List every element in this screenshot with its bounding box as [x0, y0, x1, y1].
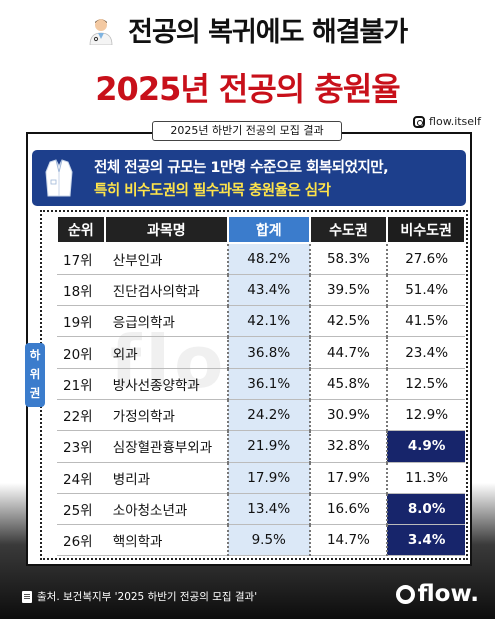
capital-cell: 44.7% [309, 336, 389, 369]
non-capital-cell: 4.9% [387, 430, 465, 463]
rank-cell: 21위 [57, 368, 105, 400]
subject-cell: 방사선종양학과 [104, 368, 228, 400]
non-capital-cell: 41.5% [387, 305, 465, 338]
rank-cell: 20위 [57, 336, 105, 369]
header-rank: 순위 [56, 215, 106, 244]
source-note: 출처. 보건복지부 '2025 하반기 전공의 모집 결과' [22, 589, 257, 604]
table-row: 18위 진단검사의학과 43.4% 39.5% 51.4% [57, 274, 465, 307]
subject-cell: 진단검사의학과 [104, 274, 228, 307]
subject-cell: 외과 [104, 336, 228, 369]
summary-banner: 전체 전공의 규모는 1만명 수준으로 회복되었지만, 특히 비수도권의 필수과… [32, 150, 466, 206]
rank-cell: 23위 [57, 430, 105, 463]
capital-cell: 39.5% [309, 274, 389, 307]
capital-cell: 17.9% [309, 462, 389, 494]
header-subject: 과목명 [103, 215, 229, 244]
logo-text: flow. [417, 581, 479, 607]
subject-cell: 병리과 [104, 462, 228, 494]
table-row: 23위 심장혈관흉부외과 21.9% 32.8% 4.9% [57, 430, 465, 463]
subject-cell: 소아청소년과 [104, 493, 228, 526]
capital-cell: 42.5% [309, 305, 389, 338]
instagram-handle[interactable]: flow.itself [413, 115, 481, 128]
non-capital-cell: 23.4% [387, 336, 465, 369]
ranking-table: 순위 과목명 합계 수도권 비수도권 17위 산부인과 48.2% 58.3% 27.6… [56, 215, 466, 557]
table-row: 20위 외과 36.8% 44.7% 23.4% [57, 336, 465, 369]
doctor-icon [89, 19, 113, 45]
rank-cell: 18위 [57, 274, 105, 307]
header-total: 합계 [226, 215, 311, 244]
non-capital-cell: 12.9% [387, 399, 465, 432]
page-title: 전공의 복귀에도 해결불가 [0, 10, 495, 49]
capital-cell: 58.3% [309, 243, 389, 275]
rank-cell: 26위 [57, 524, 105, 557]
header-non-capital: 비수도권 [386, 215, 466, 244]
total-cell: 36.8% [226, 336, 311, 369]
total-cell: 9.5% [226, 524, 311, 557]
total-cell: 13.4% [226, 493, 311, 526]
banner-text-line2: 특히 비수도권의 필수과목 충원율은 심각 [94, 183, 331, 199]
rank-cell: 17위 [57, 243, 105, 275]
non-capital-cell: 51.4% [387, 274, 465, 307]
total-cell: 17.9% [226, 462, 311, 494]
table-row: 19위 응급의학과 42.1% 42.5% 41.5% [57, 305, 465, 338]
capital-cell: 32.8% [309, 430, 389, 463]
side-label-char: 권 [29, 386, 41, 400]
instagram-icon [413, 115, 426, 128]
rank-cell: 22위 [57, 399, 105, 432]
brand-logo: flow. [395, 581, 479, 607]
table-row: 17위 산부인과 48.2% 58.3% 27.6% [57, 243, 465, 275]
ranking-table-frame: 순위 과목명 합계 수도권 비수도권 17위 산부인과 48.2% 58.3% 27.6… [40, 210, 468, 560]
header-capital: 수도권 [308, 215, 389, 244]
handle-text: flow.itself [429, 115, 481, 128]
total-cell: 36.1% [226, 368, 311, 400]
table-row: 22위 가정의학과 24.2% 30.9% 12.9% [57, 399, 465, 432]
subject-cell: 산부인과 [104, 243, 228, 275]
source-text: 출처. 보건복지부 '2025 하반기 전공의 모집 결과' [37, 591, 258, 603]
document-icon [22, 590, 32, 603]
capital-cell: 16.6% [309, 493, 389, 526]
non-capital-cell: 3.4% [387, 524, 465, 557]
table-row: 26위 핵의학과 9.5% 14.7% 3.4% [57, 524, 465, 557]
subject-cell: 응급의학과 [104, 305, 228, 338]
non-capital-cell: 8.0% [387, 493, 465, 526]
total-cell: 48.2% [226, 243, 311, 275]
subject-cell: 심장혈관흉부외과 [104, 430, 228, 463]
rank-cell: 25위 [57, 493, 105, 526]
capital-cell: 30.9% [309, 399, 389, 432]
total-cell: 21.9% [226, 430, 311, 463]
banner-text-line1: 전체 전공의 규모는 1만명 수준으로 회복되었지만, [94, 160, 389, 176]
non-capital-cell: 12.5% [387, 368, 465, 400]
non-capital-cell: 27.6% [387, 243, 465, 275]
panel-subtitle: 2025년 하반기 전공의 모집 결과 [152, 121, 342, 141]
table-row: 21위 방사선종양학과 36.1% 45.8% 12.5% [57, 368, 465, 400]
side-label-char: 위 [29, 367, 41, 381]
non-capital-cell: 11.3% [387, 462, 465, 494]
doctor-coat-icon [45, 159, 73, 197]
table-row: 24위 병리과 17.9% 17.9% 11.3% [57, 462, 465, 494]
total-cell: 24.2% [226, 399, 311, 432]
logo-ring-icon [395, 584, 415, 604]
rank-cell: 24위 [57, 462, 105, 494]
subject-cell: 가정의학과 [104, 399, 228, 432]
headline: 2025년 전공의 충원율 [95, 70, 400, 108]
table-row: 25위 소아청소년과 13.4% 16.6% 8.0% [57, 493, 465, 526]
table-header-row: 순위 과목명 합계 수도권 비수도권 [56, 215, 466, 244]
total-cell: 43.4% [226, 274, 311, 307]
title-line1: 전공의 복귀에도 해결불가 [128, 17, 408, 48]
subject-cell: 핵의학과 [104, 524, 228, 557]
side-label-char: 하 [29, 348, 41, 362]
total-cell: 42.1% [226, 305, 311, 338]
capital-cell: 45.8% [309, 368, 389, 400]
rank-cell: 19위 [57, 305, 105, 338]
capital-cell: 14.7% [309, 524, 389, 557]
